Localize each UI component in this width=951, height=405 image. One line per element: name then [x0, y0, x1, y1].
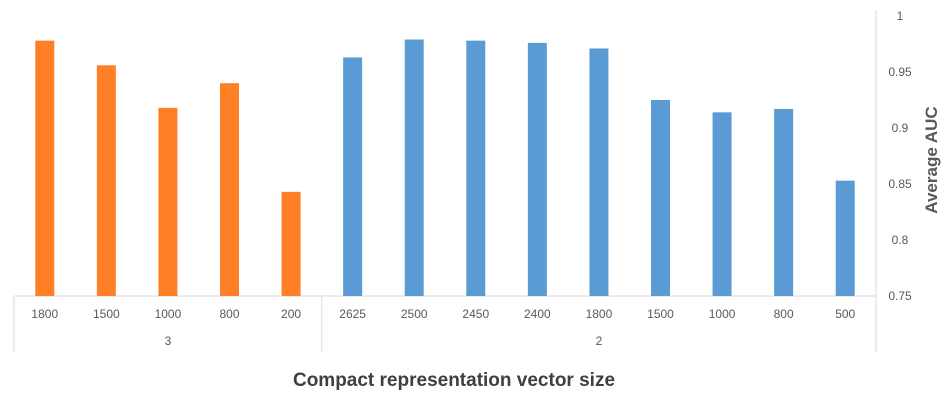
x-tick-label: 2625: [339, 307, 366, 321]
x-tick-label: 1000: [155, 307, 182, 321]
x-tick-label: 500: [835, 307, 855, 321]
x-tick-label: 2400: [524, 307, 551, 321]
bar: [343, 57, 363, 296]
x-tick-label: 1800: [31, 307, 58, 321]
bar: [404, 39, 424, 297]
y-tick-label: 1: [897, 9, 904, 23]
y-tick-label: 0.8: [892, 233, 909, 247]
y-tick-label: 0.75: [888, 289, 912, 303]
bar: [96, 65, 116, 296]
x-tick-label: 800: [774, 307, 794, 321]
bar: [774, 108, 794, 297]
bar: [281, 191, 301, 296]
x-tick-label: 1500: [647, 307, 674, 321]
bar: [220, 83, 239, 296]
group-label: 3: [165, 334, 172, 348]
x-tick-label: 1800: [586, 307, 613, 321]
bar: [712, 112, 732, 296]
bar: [835, 180, 855, 296]
x-tick-label: 800: [219, 307, 239, 321]
group-label: 2: [596, 334, 603, 348]
bar: [589, 48, 609, 297]
x-tick-label: 1500: [93, 307, 120, 321]
bar: [466, 40, 486, 296]
y-tick-label: 0.9: [892, 121, 909, 135]
x-axis-title: Compact representation vector size: [293, 370, 615, 391]
bar: [527, 42, 547, 296]
x-tick-label: 2500: [401, 307, 428, 321]
bar: [651, 100, 670, 296]
bar: [158, 107, 178, 296]
y-axis-title: Average AUC: [922, 106, 941, 213]
x-tick-label: 1000: [709, 307, 736, 321]
bar: [35, 40, 55, 296]
x-tick-label: 200: [281, 307, 301, 321]
x-tick-label: 2450: [462, 307, 489, 321]
y-tick-label: 0.95: [888, 65, 912, 79]
y-tick-label: 0.85: [888, 177, 912, 191]
